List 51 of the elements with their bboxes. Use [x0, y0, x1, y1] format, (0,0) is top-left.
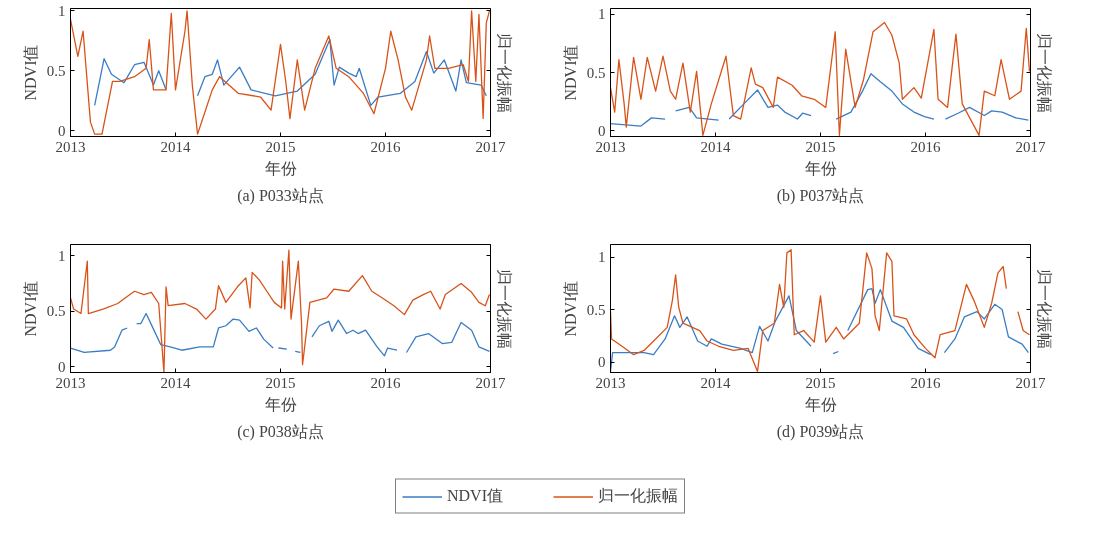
y-tick-label: 1 — [58, 247, 66, 264]
x-tick-label: 2016 — [910, 374, 941, 391]
y-axis-title: NDVI值 — [561, 44, 579, 101]
x-axis-title: 年份 — [804, 159, 837, 177]
legend-label: NDVI值 — [447, 485, 503, 506]
y2-axis-title: 归一化振幅 — [1035, 32, 1053, 113]
y2-axis-title: 归一化振幅 — [1035, 268, 1053, 349]
y-tick-label: 1 — [598, 6, 606, 23]
x-tick-label: 2016 — [370, 374, 401, 391]
y-axis-title: NDVI值 — [561, 280, 579, 337]
line-series — [70, 10, 491, 135]
y-axis-title: NDVI值 — [21, 280, 39, 337]
x-tick-label: 2017 — [1015, 374, 1046, 391]
y2-axis-title: 归一化振幅 — [495, 268, 513, 349]
y-tick-label: 1 — [58, 2, 66, 19]
y-tick-label: 0.5 — [586, 301, 606, 318]
x-tick-label: 2017 — [1015, 138, 1046, 155]
x-axis-title: 年份 — [804, 395, 837, 413]
x-tick-label: 2013 — [595, 374, 626, 391]
y-tick-label: 1 — [598, 249, 606, 266]
x-tick-label: 2017 — [475, 374, 506, 391]
legend-label: 归一化振幅 — [598, 485, 678, 506]
text: (a) P033站点 — [237, 186, 324, 205]
x-tick-label: 2015 — [265, 138, 296, 155]
x-tick-label: 2013 — [55, 374, 86, 391]
y-tick-label: 0 — [598, 122, 606, 139]
y-axis-title: NDVI值 — [21, 44, 39, 101]
y-tick-label: 0 — [598, 354, 606, 371]
y-tick-label: 0.5 — [586, 64, 606, 81]
x-tick-label: 2015 — [805, 374, 836, 391]
y-tick-label: 0.5 — [46, 303, 66, 320]
x-tick-label: 2015 — [805, 138, 836, 155]
text: (c) P038站点 — [237, 422, 324, 441]
x-tick-label: 2014 — [160, 374, 191, 391]
text: (d) P039站点 — [776, 422, 865, 441]
x-axis-title: 年份 — [264, 159, 297, 177]
y-tick-label: 0 — [58, 122, 66, 139]
x-tick-label: 2013 — [595, 138, 626, 155]
x-tick-label: 2014 — [700, 374, 731, 391]
y2-axis-title: 归一化振幅 — [495, 32, 513, 113]
y-tick-label: 0.5 — [46, 62, 66, 79]
text: (b) P037站点 — [776, 186, 865, 205]
x-tick-label: 2017 — [475, 138, 506, 155]
x-tick-label: 2015 — [265, 374, 296, 391]
x-tick-label: 2016 — [910, 138, 941, 155]
x-tick-label: 2014 — [160, 138, 191, 155]
x-axis-title: 年份 — [264, 395, 297, 413]
y-tick-label: 0 — [58, 358, 66, 375]
x-tick-label: 2016 — [370, 138, 401, 155]
x-tick-label: 2014 — [700, 138, 731, 155]
x-tick-label: 2013 — [55, 138, 86, 155]
